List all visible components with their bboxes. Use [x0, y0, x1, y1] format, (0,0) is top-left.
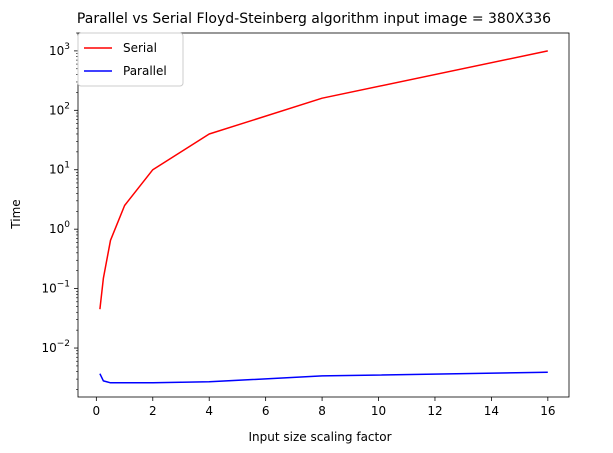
x-tick-label: 0 [93, 404, 101, 418]
plot-frame [77, 32, 570, 398]
axes: 0 2 4 6 8 10 12 14 16 10−2 10−1 100 101 102 103 [41, 32, 570, 418]
x-tick-label: 2 [149, 404, 157, 418]
legend: Serial Parallel [77, 32, 184, 87]
legend-frame [77, 32, 184, 87]
x-tick-label: 6 [262, 404, 270, 418]
y-tick-label: 10−1 [41, 280, 70, 296]
y-axis-label: Time [9, 199, 23, 229]
chart-title: Parallel vs Serial Floyd-Steinberg algor… [77, 11, 551, 27]
plot-background [78, 33, 569, 397]
y-tick-label: 10−2 [41, 339, 70, 355]
legend-label-serial: Serial [123, 41, 157, 55]
legend-label-parallel: Parallel [123, 64, 167, 78]
series-group [99, 50, 548, 384]
y-tick-label: 102 [49, 101, 70, 117]
x-tick-label: 14 [484, 404, 499, 418]
y-tick-label: 101 [49, 161, 70, 177]
x-tick-label: 4 [205, 404, 213, 418]
series-line-serial [99, 50, 548, 310]
x-tick-label: 16 [540, 404, 555, 418]
x-tick-label: 12 [427, 404, 442, 418]
series-line-parallel [99, 371, 548, 384]
plot-area [78, 33, 569, 397]
x-tick-label: 10 [371, 404, 386, 418]
y-tick-label: 103 [49, 42, 70, 58]
x-axis-label: Input size scaling factor [248, 430, 391, 444]
y-tick-label: 100 [49, 220, 70, 236]
x-tick-label: 8 [318, 404, 326, 418]
